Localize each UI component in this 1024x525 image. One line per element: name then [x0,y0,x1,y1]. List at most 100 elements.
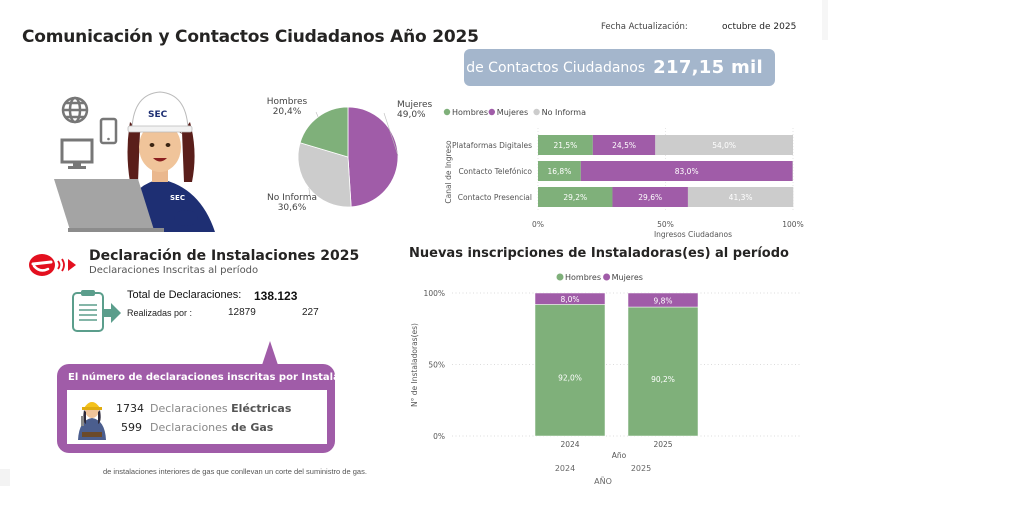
realizadas-hombres-value: 12879 [228,307,256,318]
instaladoras-chart-title: Nuevas inscripciones de Instaladoras(es)… [409,246,789,261]
gas-label-bold: de Gas [231,421,274,434]
hbar-data-label: 29,2% [563,193,587,202]
legend-label-no-informa[interactable]: No Informa [542,108,587,117]
ghost-tick-label: 2024 [555,464,575,473]
operator-illustration: SEC SEC [54,91,215,232]
svg-text:SEC: SEC [170,194,185,202]
hbar-y-axis-label: Canal de Ingreso [444,140,453,204]
vbar-segment-mujeres[interactable] [627,292,699,308]
vbar-y-axis-label: N° de Instaladoras(es) [410,323,419,407]
pie-label-mujeres: Mujeres [397,100,433,110]
vbar-data-label: 90,2% [651,375,675,384]
page-title: Comunicación y Contactos Ciudadanos Año … [22,27,479,47]
globe-icon [61,96,89,124]
pie-value-mujeres: 49,0% [397,110,426,120]
hbar-segment-hombres[interactable] [538,161,581,181]
pie-value-hombres: 20,4% [273,107,302,117]
hbar-segment-mujeres[interactable] [592,135,656,155]
pie-label-hombres: Hombres [267,97,308,107]
realizadas-mujeres-value: 227 [302,307,319,318]
gas-label-prefix: Declaraciones [150,421,228,434]
gas-label: Declaraciones de Gas [150,421,273,434]
pie-leader-line [383,112,399,156]
legend-label-mujeres[interactable]: Mujeres [497,108,528,117]
total-declaraciones-value: 138.123 [254,289,298,303]
hbar-segment-mujeres[interactable] [612,187,688,207]
hbar-category-label: Plataformas Digitales [452,141,532,150]
callout-pointer [262,341,278,365]
electricas-label: Declaraciones Eléctricas [150,402,291,415]
vbar-y-tick: 0% [433,432,445,441]
realizadas-por-label: Realizadas por : [127,308,193,318]
hbar-segment-hombres[interactable] [538,135,593,155]
callout-title: El número de declaraciones inscritas por… [68,372,376,383]
legend-marker-hombres [443,108,451,116]
hbar-category-label: Contacto Telefónico [458,167,532,176]
vbar-data-label: 8,0% [560,295,579,304]
hbar-x-tick: 50% [657,220,674,229]
update-date-value: octubre de 2025 [722,22,797,32]
total-contacts-label-strong: Total [423,59,463,76]
legend-marker-no-informa [533,108,540,116]
hbar-data-label: 83,0% [675,167,699,176]
vbar-segment-hombres[interactable] [534,304,606,437]
vbar-segment-hombres[interactable] [627,306,699,437]
total-contacts-value: 217,15 mil [653,57,763,78]
pie-slice-no-informa[interactable] [297,142,352,208]
total-declaraciones-label: Total de Declaraciones: [127,289,242,301]
monitor-icon [60,138,94,169]
update-date-label: Fecha Actualización: [601,22,688,32]
hbar-segment-no-informa[interactable] [655,135,793,155]
legend-marker-hombres [556,273,564,281]
declaraciones-title: Declaración de Instalaciones 2025 [89,248,360,264]
pie-value-no-informa: 30,6% [278,203,307,213]
hbar-data-label: 24,5% [612,141,636,150]
vbar-y-tick: 100% [424,289,445,298]
hbar-x-tick: 100% [782,220,803,229]
ghost-tick-label: 2025 [631,464,651,473]
vbar-segment-mujeres[interactable] [534,292,606,305]
hbar-segment-hombres[interactable] [538,187,613,207]
hbar-x-axis-label: Ingresos Ciudadanos [654,230,732,239]
smartphone-icon [99,117,118,145]
hbar-segment-no-informa[interactable] [792,161,793,181]
installer-woman-icon [78,402,106,440]
legend-marker-mujeres [488,108,495,116]
hbar-segment-no-informa[interactable] [687,187,794,207]
declaraciones-subtitle: Declaraciones Inscritas al período [89,265,259,276]
hbar-x-tick: 0% [532,220,544,229]
svg-text:SEC: SEC [148,110,168,120]
clipboard-icon [72,290,121,332]
hbar-data-label: 29,6% [638,193,662,202]
electricas-label-prefix: Declaraciones [150,402,228,415]
e-declaracion-logo-icon [29,254,76,276]
pie-slice-mujeres[interactable] [347,106,399,208]
hbar-data-label: 41,3% [729,193,753,202]
footer-note: de instalaciones interiores de gas que c… [103,467,367,476]
pie-leader-line [315,111,319,118]
legend-label-hombres[interactable]: Hombres [565,273,601,282]
vbar-category-label: 2024 [560,440,579,449]
vbar-category-label: 2025 [653,440,672,449]
laptop-icon [54,179,164,232]
legend-label-hombres[interactable]: Hombres [452,108,488,117]
hbar-segment-mujeres[interactable] [580,161,793,181]
total-contacts-label: de Contactos Ciudadanos [466,59,646,76]
callout-content [67,390,327,444]
panel-divider [822,0,828,40]
total-contacts-card: Total de Contactos Ciudadanos 217,15 mil [424,49,775,86]
pie-leader-line [308,188,311,197]
gas-count: 599 [121,421,142,434]
left-edge-panel [0,469,10,486]
hard-hat-icon: SEC [127,91,193,133]
pie-slice-hombres[interactable] [299,106,349,158]
hbar-category-label: Contacto Presencial [458,193,532,202]
electricas-count: 1734 [116,402,144,415]
legend-label-mujeres[interactable]: Mujeres [612,273,643,282]
vbar-x-axis-label: Año [612,451,627,460]
electricas-label-bold: Eléctricas [231,402,292,415]
vbar-data-label: 92,0% [558,374,582,383]
hbar-data-label: 16,8% [548,167,572,176]
vbar-y-tick: 50% [428,361,445,370]
